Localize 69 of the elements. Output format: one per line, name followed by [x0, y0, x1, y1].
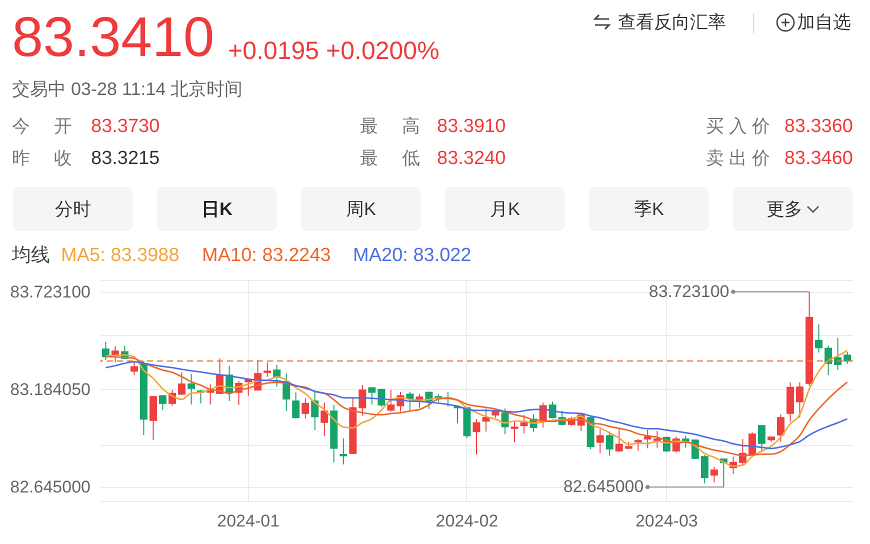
- candlestick: [815, 324, 823, 353]
- candlestick: [302, 398, 310, 419]
- candlestick: [416, 394, 424, 408]
- text: 昨 收: [12, 148, 72, 168]
- candlestick: [596, 428, 604, 454]
- candlestick: [510, 421, 518, 443]
- candlestick: [796, 382, 804, 418]
- candlestick: [320, 402, 328, 436]
- candlestick: [700, 454, 708, 484]
- candlestick: [159, 394, 166, 411]
- candlestick: [615, 428, 623, 452]
- text: MA5: 83.3988: [61, 244, 180, 266]
- text: 83.3240: [437, 148, 506, 169]
- chart-subtitle: +0.0195 +0.0200%: [228, 37, 440, 65]
- candlestick: [758, 425, 766, 452]
- candlestick: [340, 438, 348, 465]
- text: 83.3360: [784, 116, 853, 137]
- x-tick-label: 2024-02: [436, 512, 498, 530]
- text: 83.3460: [784, 148, 853, 169]
- candlestick: [710, 466, 718, 483]
- text: 83.3730: [91, 116, 160, 137]
- text: 最 高: [360, 116, 420, 136]
- chart-title: 83.3410: [12, 5, 214, 68]
- legend-title: 均线: [11, 245, 50, 266]
- text: 交易中 03-28 11:14 北京时间: [12, 79, 243, 99]
- candlestick: [492, 408, 500, 418]
- annotation: 82.645000: [563, 477, 644, 496]
- text: 买入价: [706, 116, 775, 136]
- tab-button[interactable]: 更多: [733, 187, 853, 231]
- text: MA10: 83.2243: [202, 244, 331, 266]
- candlestick: [292, 392, 300, 419]
- text: 查看反向汇率: [618, 12, 726, 32]
- tab-button[interactable]: 周K: [301, 187, 421, 231]
- y-tick-label: 83.723100: [10, 282, 90, 302]
- text: 今 开: [12, 116, 72, 136]
- x-tick-label: 2024-01: [217, 512, 280, 530]
- candlestick: [188, 374, 196, 405]
- candlestick: [844, 351, 852, 365]
- text: 卖出价: [706, 148, 775, 168]
- text: 最 低: [360, 148, 420, 168]
- candlestick: [606, 431, 614, 456]
- candlestick: [777, 414, 784, 442]
- y-tick-label: 83.184050: [10, 380, 90, 399]
- candlestick: [311, 390, 319, 430]
- text: 83.3910: [437, 116, 506, 137]
- tab-button[interactable]: 日K: [157, 187, 277, 231]
- candlestick: [273, 364, 281, 388]
- candlestick: [358, 384, 366, 416]
- candlestick: [634, 438, 642, 452]
- candlestick: [644, 429, 652, 449]
- text: 加自选: [797, 12, 851, 32]
- tab-button[interactable]: 月K: [445, 187, 565, 231]
- candlestick: [150, 396, 157, 440]
- candlestick: [178, 372, 186, 396]
- y-tick-label: 82.645000: [10, 478, 90, 497]
- tab-button[interactable]: 分时: [13, 187, 133, 231]
- text: MA20: 83.022: [353, 244, 472, 266]
- candlestick: [834, 337, 842, 371]
- annotation: 83.723100: [648, 282, 730, 301]
- candlestick: [520, 414, 528, 434]
- candlestick: [368, 387, 376, 405]
- candlestick: [472, 418, 480, 455]
- text: 83.3215: [91, 148, 160, 169]
- tab-button[interactable]: 季K: [589, 187, 709, 231]
- candlestick: [653, 430, 661, 448]
- candlestick: [387, 389, 395, 412]
- candlestick: [130, 362, 138, 376]
- x-tick-label: 2024-03: [635, 512, 698, 530]
- candlestick: [264, 362, 272, 378]
